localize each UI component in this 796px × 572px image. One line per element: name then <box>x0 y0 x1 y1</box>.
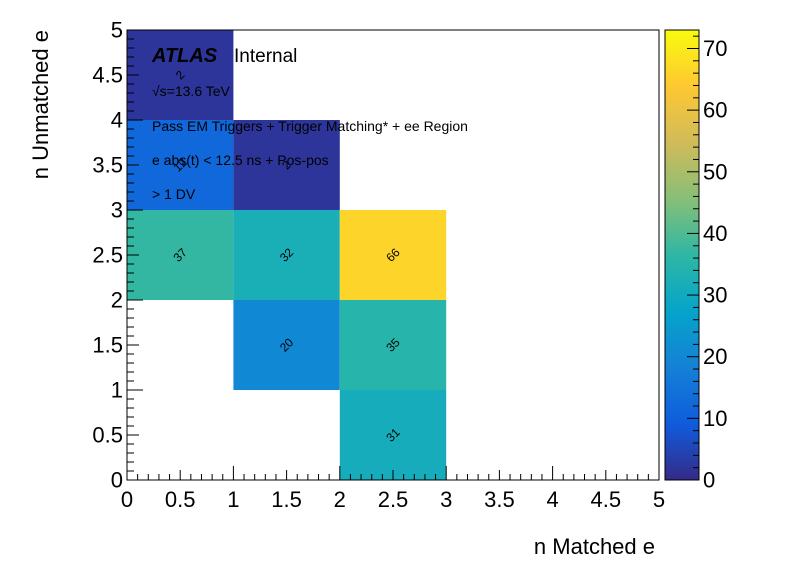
x-tick-label: 2.5 <box>378 487 409 512</box>
z-tick-label: 70 <box>703 36 727 61</box>
heatmap-cells <box>127 30 447 480</box>
y-axis-title: n Unmatched e <box>28 30 53 179</box>
heatmap-cell <box>233 300 340 390</box>
y-tick-label: 0 <box>111 468 123 493</box>
z-tick-label: 60 <box>703 98 727 123</box>
selection-line-3: > 1 DV <box>152 186 196 202</box>
color-bar-gradient <box>665 30 699 480</box>
x-tick-label: 0.5 <box>165 487 196 512</box>
heatmap-cell <box>233 210 340 300</box>
heatmap-cell <box>233 120 340 210</box>
x-tick-label: 4.5 <box>591 487 622 512</box>
x-tick-label: 1 <box>227 487 239 512</box>
internal-label: Internal <box>234 46 297 67</box>
x-tick-label: 2 <box>334 487 346 512</box>
z-tick-label: 30 <box>703 283 727 308</box>
color-bar-frame <box>664 29 700 481</box>
x-tick-label: 5 <box>653 487 665 512</box>
heatmap-cell <box>339 300 447 390</box>
z-tick-label: 10 <box>703 406 727 431</box>
x-axis: 0 0.5 1 1.5 2 2.5 3 3.5 4 4.5 5 <box>121 466 665 512</box>
x-tick-label: 3.5 <box>484 487 515 512</box>
y-tick-label: 1.5 <box>92 333 123 358</box>
color-bar-axis: 0 10 20 30 40 50 60 70 <box>687 35 727 493</box>
y-tick-label: 1 <box>111 378 123 403</box>
energy-label: √s=13.6 TeV <box>152 83 231 99</box>
z-tick-label: 0 <box>703 468 715 493</box>
heatmap-cell <box>127 30 234 120</box>
y-tick-label: 4 <box>111 108 123 133</box>
atlas-label: ATLAS <box>151 45 218 67</box>
y-tick-label: 3 <box>111 198 123 223</box>
heatmap-cell <box>339 390 447 480</box>
selection-line-2: e abs(t) < 12.5 ns + Pos-pos <box>152 152 329 168</box>
y-tick-label: 0.5 <box>92 423 123 448</box>
z-tick-label: 50 <box>703 159 727 184</box>
heatmap-cell <box>127 120 234 210</box>
y-tick-label: 5 <box>111 18 123 43</box>
x-tick-label: 1.5 <box>271 487 302 512</box>
x-tick-label: 4 <box>546 487 558 512</box>
y-tick-label: 2 <box>111 288 123 313</box>
x-tick-label: 3 <box>440 487 452 512</box>
y-tick-label: 3.5 <box>92 153 123 178</box>
x-axis-title: n Matched e <box>534 534 655 559</box>
heatmap-cell <box>339 210 447 300</box>
color-bar: 0 10 20 30 40 50 60 70 <box>664 29 727 493</box>
y-tick-label: 2.5 <box>92 243 123 268</box>
heatmap-cell <box>127 210 234 300</box>
selection-line-1: Pass EM Triggers + Trigger Matching* + e… <box>152 118 468 134</box>
z-tick-label: 20 <box>703 344 727 369</box>
y-axis: 0 0.5 1 1.5 2 2.5 3 3.5 4 4.5 5 <box>92 18 143 493</box>
atlas-label-block: ATLAS Internal √s=13.6 TeV Pass EM Trigg… <box>151 45 468 202</box>
y-tick-label: 4.5 <box>92 63 123 88</box>
x-tick-label: 0 <box>121 487 133 512</box>
z-tick-label: 40 <box>703 221 727 246</box>
